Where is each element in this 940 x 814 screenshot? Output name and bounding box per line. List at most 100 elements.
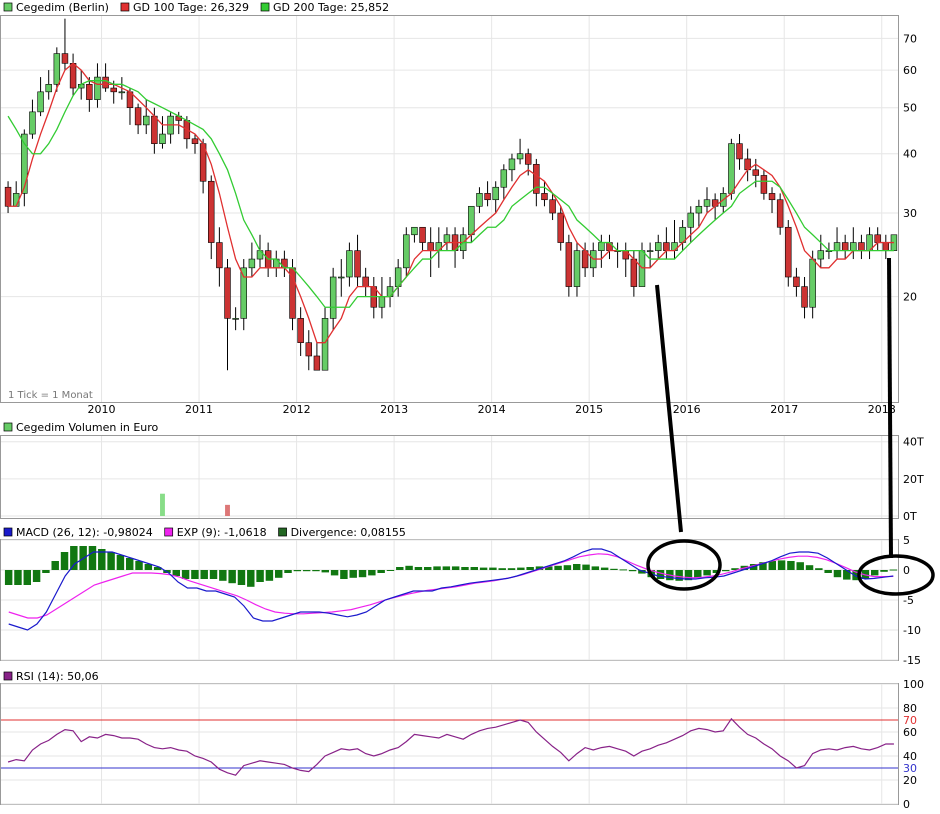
rsi-tick-label: 80: [903, 702, 917, 715]
divergence-bar: [23, 570, 32, 585]
divergence-bar: [284, 570, 292, 573]
candle: [541, 193, 548, 201]
divergence-bar: [554, 565, 562, 570]
macd-tick-label: -5: [903, 594, 914, 607]
candle: [45, 84, 52, 93]
candle: [159, 133, 166, 144]
candle: [21, 133, 28, 194]
tick-note: 1 Tick = 1 Monat: [8, 390, 93, 401]
volume-panel-frame: [0, 435, 899, 519]
candle: [102, 76, 109, 89]
divergence-bar: [479, 567, 488, 570]
hand-annotations: [646, 257, 935, 596]
rsi-legend-label: RSI (14): 50,06: [16, 670, 99, 683]
divergence-bar: [526, 567, 534, 570]
candle: [549, 199, 556, 214]
divergence-bar: [833, 570, 842, 578]
candle: [118, 91, 126, 94]
candle: [468, 205, 475, 236]
candle: [874, 234, 881, 243]
divergence-bar: [265, 570, 274, 581]
candle: [321, 318, 329, 371]
volume-legend-label: Cegedim Volumen in Euro: [16, 421, 159, 434]
divergence-bar: [340, 570, 348, 579]
divergence-bar: [125, 558, 134, 570]
divergence-bar: [153, 567, 162, 570]
candle: [378, 296, 386, 308]
candle: [573, 250, 581, 287]
price-legend-swatch: [260, 2, 270, 12]
divergence-bar: [228, 570, 236, 584]
divergence-bar: [600, 567, 609, 570]
candle: [419, 226, 426, 243]
divergence-bar: [721, 570, 730, 572]
candle: [232, 318, 239, 320]
legends: Cegedim (Berlin) GD 100 Tage: 26,329 GD 20…: [3, 1, 406, 683]
x-tick-label: 2017: [770, 403, 798, 416]
divergence-bar: [88, 546, 97, 570]
x-tick-label: 2010: [88, 403, 116, 416]
divergence-bar: [852, 570, 860, 581]
divergence-bar: [638, 570, 646, 574]
annotation-stroke-right: [887, 257, 893, 559]
candle: [663, 242, 670, 251]
divergence-bar: [489, 567, 497, 570]
price-legend-swatch: [120, 2, 130, 12]
x-tick-label: 2012: [283, 403, 311, 416]
volume-tick-label: 20T: [903, 473, 924, 486]
price-tick-label: 40: [903, 148, 917, 161]
candle: [508, 158, 516, 171]
volume-bar: [160, 493, 165, 516]
divergence-bar: [675, 570, 683, 581]
rsi-line: [7, 717, 894, 776]
price-tick-label: 60: [903, 64, 917, 77]
divergence-bar: [628, 570, 637, 572]
candle: [760, 175, 768, 194]
candle: [224, 267, 231, 319]
rsi-tick-label: 0: [903, 798, 910, 811]
candle: [833, 242, 841, 251]
candle: [191, 138, 199, 144]
divergence-bar: [582, 564, 590, 570]
candle: [801, 286, 808, 308]
moving-average-line: [8, 62, 894, 344]
macd-tick-label: -10: [903, 624, 921, 637]
x-tick-label: 2011: [185, 403, 213, 416]
price-tick-label: 50: [903, 102, 917, 115]
macd-legend-label: MACD (26, 12): -0,98024: [16, 526, 153, 539]
volume-tick-label: 40T: [903, 436, 924, 449]
candle: [443, 234, 451, 243]
divergence-bar: [274, 570, 283, 578]
divergence-bar: [60, 552, 69, 570]
candle: [776, 199, 784, 228]
macd-tick-label: 5: [903, 534, 910, 547]
price-tick-label: 70: [903, 32, 917, 45]
candle: [53, 53, 61, 85]
divergence-bar: [293, 570, 302, 572]
divergence-bar: [405, 565, 413, 570]
divergence-bar: [349, 570, 357, 578]
divergence-bar: [219, 570, 227, 581]
rsi-tick-label: 60: [903, 726, 917, 739]
divergence-bar: [386, 570, 395, 571]
rsi-band-label: 30: [903, 762, 917, 775]
candle: [4, 186, 12, 207]
annotation-circle-right: [857, 554, 935, 596]
divergence-bar: [423, 567, 432, 570]
candle: [768, 193, 776, 201]
divergence-bar: [712, 570, 721, 573]
price-legend-label: GD 100 Tage: 26,329: [133, 1, 249, 14]
candle: [858, 242, 865, 251]
rsi-tick-label: 40: [903, 750, 917, 763]
divergence-bar: [14, 570, 22, 585]
divergence-bar: [684, 570, 693, 581]
divergence-bar: [572, 564, 581, 570]
candle: [411, 226, 418, 236]
candle: [313, 355, 321, 371]
candle: [736, 143, 743, 160]
candle: [476, 193, 483, 207]
candle: [850, 242, 857, 251]
candle: [793, 276, 800, 287]
divergence-bar: [461, 567, 469, 570]
volume-tick-label: 0T: [903, 510, 917, 523]
